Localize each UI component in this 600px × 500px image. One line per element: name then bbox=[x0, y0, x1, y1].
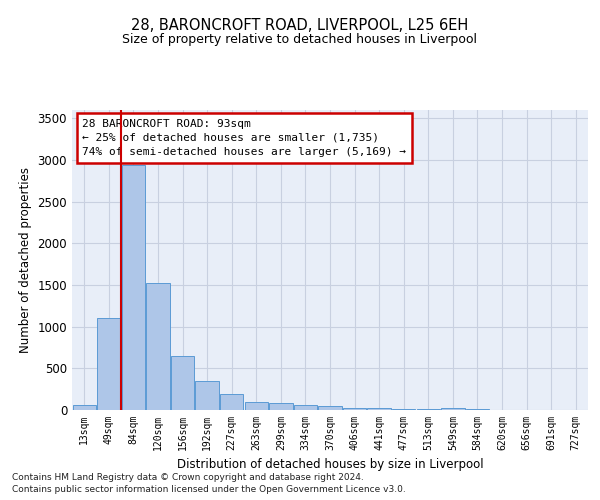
Bar bbox=[122, 165, 145, 410]
Bar bbox=[220, 394, 244, 410]
Bar bbox=[146, 284, 170, 410]
Text: Contains HM Land Registry data © Crown copyright and database right 2024.: Contains HM Land Registry data © Crown c… bbox=[12, 472, 364, 482]
Bar bbox=[441, 408, 464, 410]
Bar bbox=[97, 318, 121, 410]
Bar bbox=[73, 406, 96, 410]
Text: 28, BARONCROFT ROAD, LIVERPOOL, L25 6EH: 28, BARONCROFT ROAD, LIVERPOOL, L25 6EH bbox=[131, 18, 469, 32]
Bar bbox=[294, 406, 317, 410]
Text: 28 BARONCROFT ROAD: 93sqm
← 25% of detached houses are smaller (1,735)
74% of se: 28 BARONCROFT ROAD: 93sqm ← 25% of detac… bbox=[82, 119, 406, 157]
Bar bbox=[319, 406, 341, 410]
Text: Contains public sector information licensed under the Open Government Licence v3: Contains public sector information licen… bbox=[12, 485, 406, 494]
Bar bbox=[245, 402, 268, 410]
Bar bbox=[171, 356, 194, 410]
X-axis label: Distribution of detached houses by size in Liverpool: Distribution of detached houses by size … bbox=[176, 458, 484, 471]
Bar bbox=[367, 408, 391, 410]
Bar bbox=[196, 381, 219, 410]
Bar bbox=[392, 409, 415, 410]
Text: Size of property relative to detached houses in Liverpool: Size of property relative to detached ho… bbox=[122, 32, 478, 46]
Bar bbox=[416, 409, 440, 410]
Y-axis label: Number of detached properties: Number of detached properties bbox=[19, 167, 32, 353]
Bar bbox=[343, 408, 366, 410]
Bar bbox=[269, 404, 293, 410]
